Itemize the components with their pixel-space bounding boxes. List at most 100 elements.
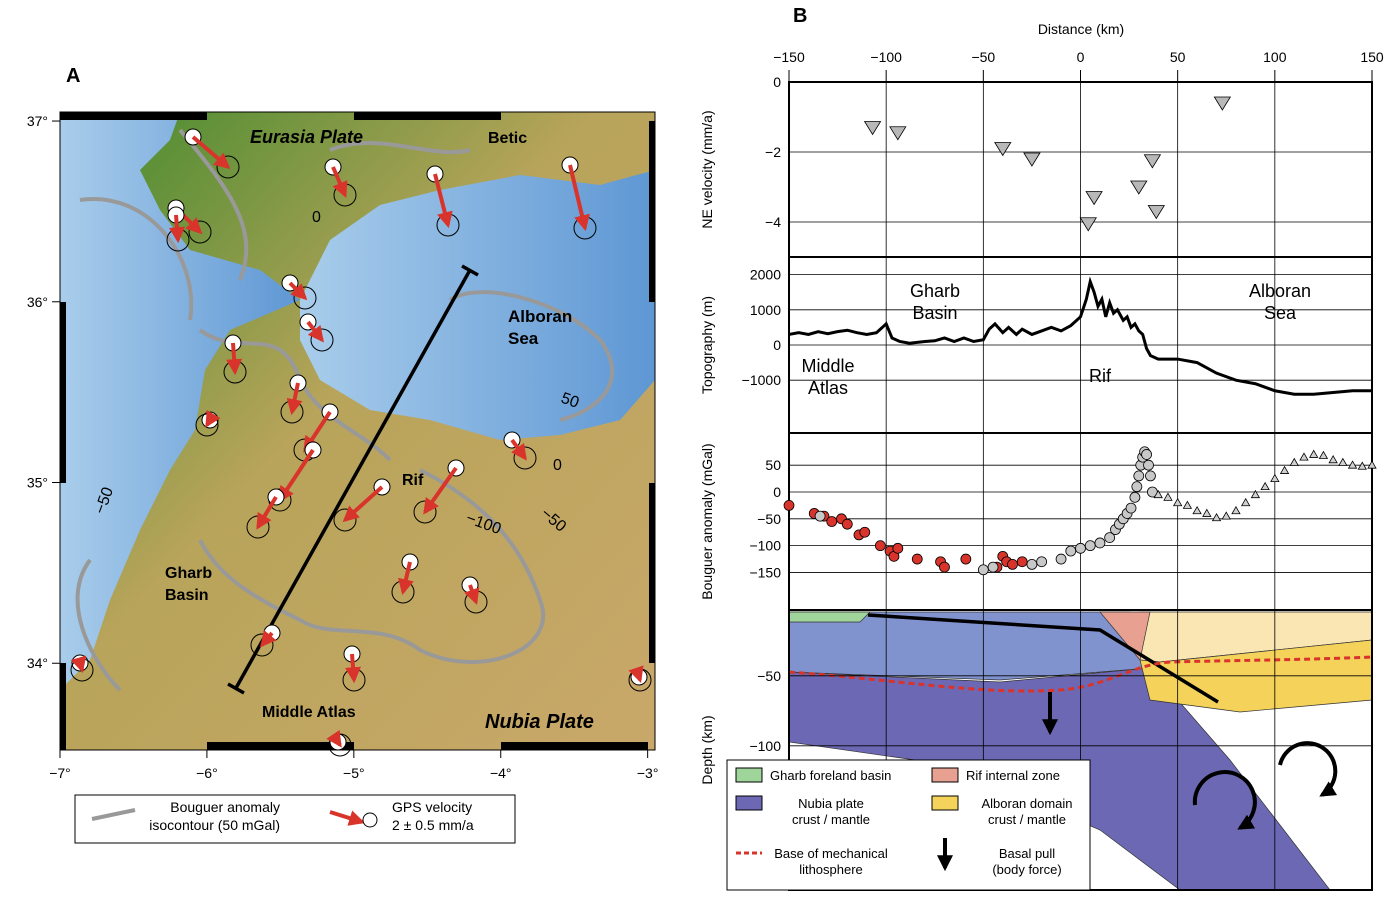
map-border [60,112,207,120]
y-tick-label: 37° [27,113,48,129]
legend-label-line: Rif internal zone [966,768,1060,783]
point [1271,475,1279,482]
legend-label-line: 2 ± 0.5 mm/a [392,817,474,833]
place-label-line: Nubia Plate [485,711,594,733]
point [890,127,906,140]
place-label-line: Basin [165,587,209,604]
annotation: GharbBasin [910,281,960,323]
panel-label: B [793,5,807,27]
point [893,543,903,553]
point [1007,559,1017,569]
legend-label: Gharb foreland basin [770,768,891,783]
point [1329,456,1337,463]
y-axis-title: Topography (m) [699,296,715,394]
annotation-line: Middle [801,356,854,376]
gps-arrow [338,742,340,745]
gps-arrow [639,677,640,680]
gps-arrow [207,420,210,425]
point [1319,452,1327,459]
x-tick-label: 150 [1360,49,1384,65]
annotation-line: Rif [1089,366,1112,386]
point [1076,543,1086,553]
x-tick-label: 0 [1077,49,1085,65]
point [1024,153,1040,166]
point [1130,492,1140,502]
y-tick-label: 50 [765,457,781,473]
point [1183,501,1191,508]
point [1095,538,1105,548]
point [860,527,870,537]
y-axis-title: Depth (km) [699,715,715,784]
y-tick-label: 0 [773,484,781,500]
point [988,562,998,572]
legend-label-line: Bouguer anomaly [170,799,280,815]
y-tick-label: −4 [765,214,781,230]
x-tick-label: −6° [196,765,218,781]
map-border [354,112,501,120]
point [875,541,885,551]
map-border [501,742,648,750]
point [1144,155,1160,168]
point [1142,449,1152,459]
x-tick-label: 50 [1170,49,1186,65]
point [815,511,825,521]
place-label: Eurasia Plate [250,127,363,147]
place-label: Nubia Plate [485,711,594,733]
legend-label-line: Nubia plate [798,796,864,811]
y-tick-label: 36° [27,294,48,310]
point [842,519,852,529]
point [995,143,1011,156]
place-label: Betic [488,130,527,147]
place-label-line: Eurasia Plate [250,127,363,147]
legend-label: Basal pull(body force) [992,846,1061,877]
point [1080,218,1096,231]
point [1203,509,1211,516]
gps-arrow [176,215,178,240]
legend-label-line: Base of mechanical [774,846,888,861]
legend-label-line: (body force) [992,862,1061,877]
legend-label-line: GPS velocity [392,799,472,815]
y-axis-title: Bouguer anomaly (mGal) [699,443,715,599]
point [1131,181,1147,194]
x-tick-label: 100 [1263,49,1287,65]
place-label-line: Middle Atlas [262,704,356,721]
gharb-basin [789,612,870,622]
point [1066,546,1076,556]
place-label: Middle Atlas [262,704,356,721]
map-border [649,121,655,302]
point [939,562,949,572]
legend-label: Rif internal zone [966,768,1060,783]
point [1222,512,1230,519]
annotation-line: Atlas [808,378,848,398]
legend-swatch [932,796,958,810]
annotation: AlboranSea [1249,281,1311,323]
point [1148,206,1164,219]
place-label: Rif [402,472,424,489]
legend-swatch [736,768,762,782]
place-label-line: Sea [508,329,539,348]
map-border [60,663,66,750]
y-tick-label: 34° [27,655,48,671]
y-tick-label: −2 [765,144,781,160]
legend-label-line: lithosphere [799,862,863,877]
y-tick-label: −100 [749,538,781,554]
legend-label: Alboran domaincrust / mantle [981,796,1072,827]
y-tick-label: −50 [757,511,781,527]
y-tick-label: 0 [773,337,781,353]
y-tick-label: 1000 [750,302,781,318]
x-tick-label: −50 [971,49,995,65]
gps-arrow [352,654,354,680]
map-border [649,483,655,663]
annotation: Rif [1089,366,1112,386]
point [978,565,988,575]
point [1232,507,1240,514]
point [961,554,971,564]
legend-swatch [736,796,762,810]
figure: A B Distance (km) −7°−6°−5°−4°−3°34°35°3… [0,0,1399,892]
y-tick-label: −150 [749,564,781,580]
gps-arrow [80,663,82,670]
point [1144,460,1154,470]
place-label-line: Betic [488,130,527,147]
y-tick-label: 35° [27,475,48,491]
